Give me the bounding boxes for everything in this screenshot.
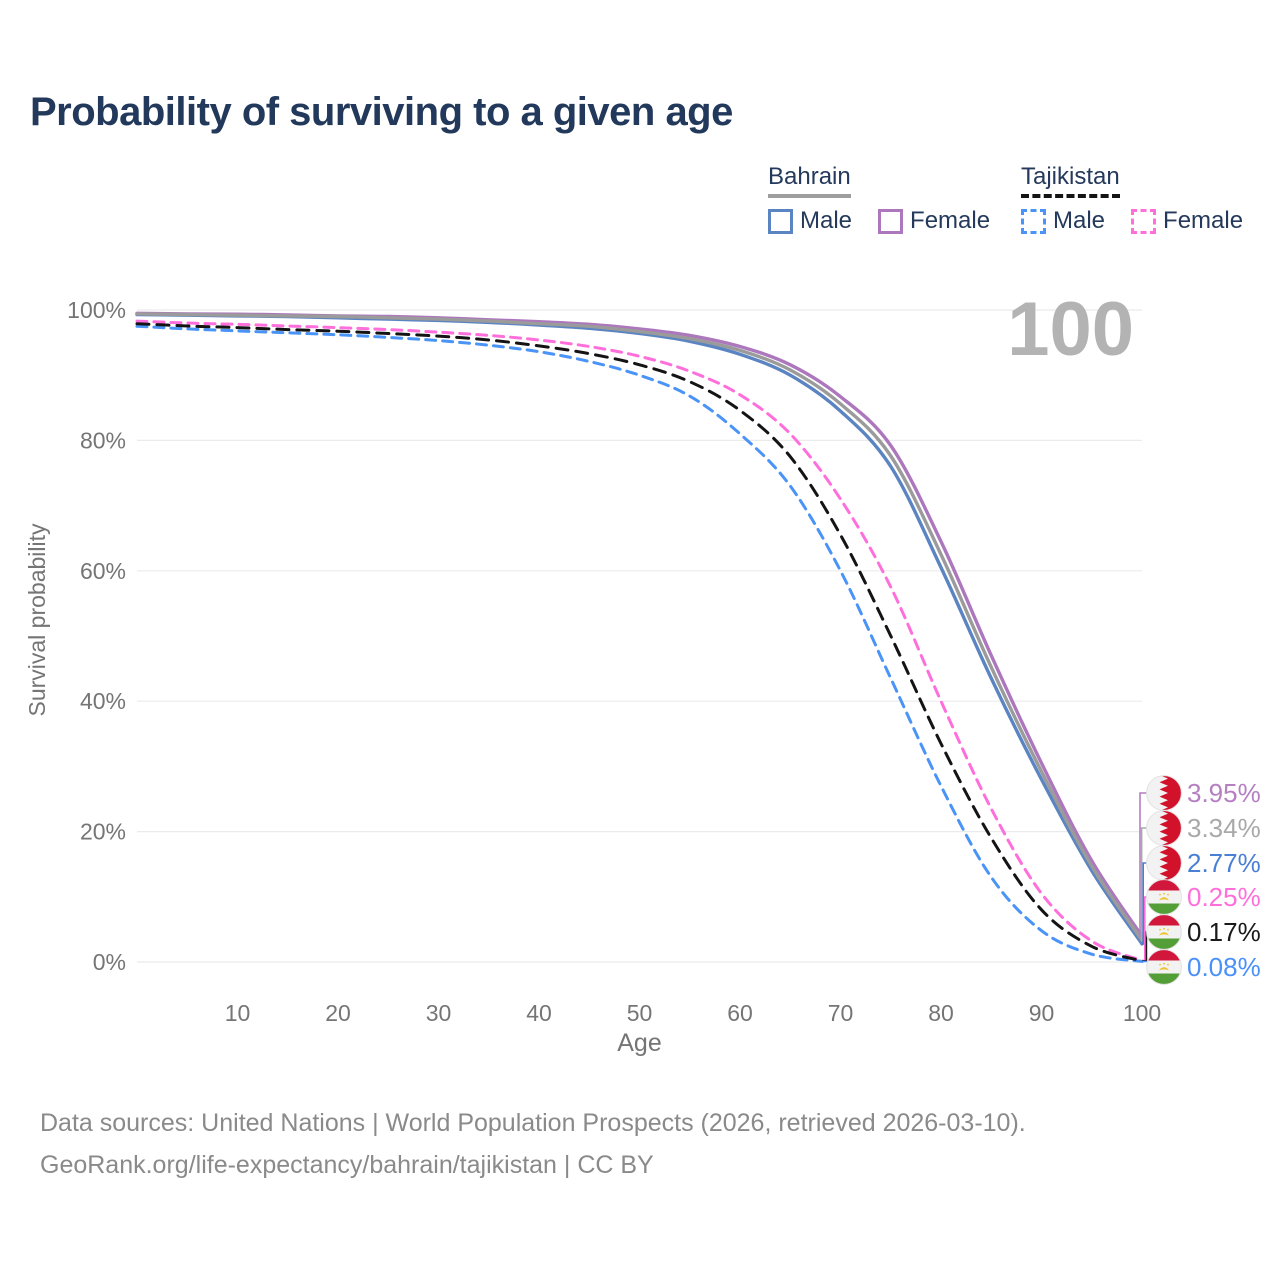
y-axis-title: Survival probability bbox=[24, 523, 50, 717]
x-tick-label: 60 bbox=[727, 1000, 753, 1026]
endpoint-value-label: 0.08% bbox=[1187, 952, 1261, 982]
x-tick-label: 50 bbox=[627, 1000, 653, 1026]
tajikistan-female-swatch bbox=[1131, 208, 1157, 234]
endpoint-annotation-bahrain-male: 2.77% bbox=[1146, 845, 1261, 881]
y-tick-label: 60% bbox=[80, 558, 126, 584]
legend-group-title-tajikistan: Tajikistan bbox=[1021, 163, 1120, 198]
x-tick-label: 80 bbox=[928, 1000, 954, 1026]
x-tick-label: 70 bbox=[828, 1000, 854, 1026]
endpoint-connector bbox=[1140, 827, 1149, 941]
legend-item-label: Female bbox=[1163, 207, 1244, 234]
endpoint-connector bbox=[1142, 862, 1149, 945]
series-line-bahrain-female bbox=[135, 311, 1144, 938]
endpoint-value-label: 3.34% bbox=[1187, 813, 1261, 843]
bahrain-flag-icon bbox=[1146, 810, 1182, 846]
legend-item-label: Male bbox=[800, 207, 853, 234]
tajikistan-male-swatch bbox=[1021, 208, 1046, 234]
x-tick-label: 40 bbox=[526, 1000, 552, 1026]
series-line-bahrain-male bbox=[135, 312, 1144, 946]
tajikistan-flag-icon bbox=[1146, 914, 1182, 950]
bahrain-flag-icon bbox=[1146, 845, 1182, 881]
x-tick-label: 30 bbox=[426, 1000, 452, 1026]
legend-group-bahrain: Bahrain Male Female bbox=[768, 163, 990, 235]
legend-item-label: Female bbox=[910, 207, 991, 234]
y-tick-label: 0% bbox=[93, 949, 126, 975]
legend-group-tajikistan: Tajikistan Male Female bbox=[1021, 163, 1243, 235]
axis-max-watermark: 100 bbox=[1007, 287, 1134, 372]
y-tick-label: 80% bbox=[80, 427, 126, 453]
y-tick-label: 20% bbox=[80, 819, 126, 845]
x-tick-label: 20 bbox=[325, 1000, 351, 1026]
series-line-tajikistan-female bbox=[135, 319, 1144, 962]
series-line-bahrain-both-sexes bbox=[135, 312, 1144, 942]
series-line-tajikistan-both-sexes bbox=[135, 322, 1144, 963]
endpoint-annotation-bahrain-female: 3.95% bbox=[1146, 775, 1261, 811]
footer: Data sources: United Nations | World Pop… bbox=[40, 1102, 1026, 1186]
tajikistan-flag-icon bbox=[1146, 949, 1182, 985]
bahrain-female-swatch bbox=[878, 208, 904, 234]
legend-item-bahrain-male[interactable]: Male bbox=[768, 207, 852, 235]
bahrain-male-swatch bbox=[768, 208, 793, 234]
endpoint-annotation-bahrain-both-sexes: 3.34% bbox=[1146, 810, 1261, 846]
legend-item-tajikistan-male[interactable]: Male bbox=[1021, 207, 1105, 235]
endpoint-annotation-tajikistan-both-sexes: 0.17% bbox=[1146, 914, 1261, 950]
page-title: Probability of surviving to a given age bbox=[30, 90, 733, 134]
x-tick-label: 10 bbox=[225, 1000, 251, 1026]
endpoint-annotation-tajikistan-female: 0.25% bbox=[1146, 879, 1261, 915]
endpoint-value-label: 0.25% bbox=[1187, 882, 1261, 912]
legend-item-label: Male bbox=[1053, 207, 1106, 234]
y-tick-label: 100% bbox=[67, 297, 126, 323]
endpoint-value-label: 2.77% bbox=[1187, 848, 1261, 878]
legend-group-title-bahrain: Bahrain bbox=[768, 163, 851, 198]
series-line-tajikistan-male bbox=[135, 324, 1144, 963]
x-tick-label: 90 bbox=[1029, 1000, 1055, 1026]
footer-data-sources: Data sources: United Nations | World Pop… bbox=[40, 1109, 1026, 1137]
x-axis-title: Age bbox=[617, 1029, 661, 1057]
bahrain-flag-icon bbox=[1146, 775, 1182, 811]
endpoint-value-label: 3.95% bbox=[1187, 778, 1261, 808]
endpoint-annotation-tajikistan-male: 0.08% bbox=[1146, 949, 1261, 985]
footer-attribution: GeoRank.org/life-expectancy/bahrain/taji… bbox=[40, 1151, 654, 1179]
legend-item-tajikistan-female[interactable]: Female bbox=[1131, 207, 1243, 235]
endpoint-value-label: 0.17% bbox=[1187, 917, 1261, 947]
tajikistan-flag-icon bbox=[1146, 879, 1182, 915]
legend: Bahrain Male Female Tajikistan Male bbox=[0, 163, 1280, 243]
legend-item-bahrain-female[interactable]: Female bbox=[878, 207, 990, 235]
y-tick-label: 40% bbox=[80, 688, 126, 714]
x-tick-label: 100 bbox=[1123, 1000, 1161, 1026]
